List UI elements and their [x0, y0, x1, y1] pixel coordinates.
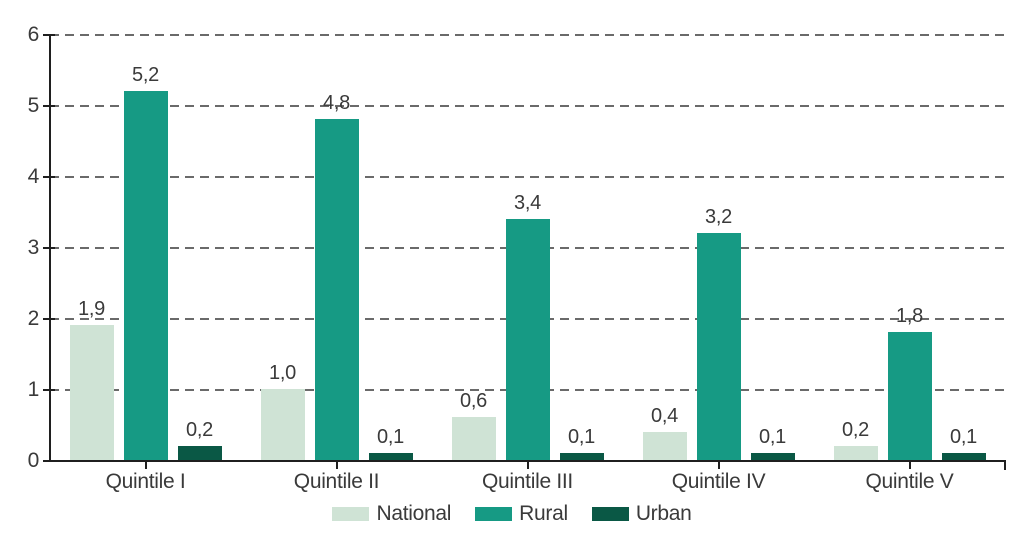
bar-value-label: 0,6 — [460, 390, 487, 412]
x-axis-tick — [335, 462, 338, 469]
gridline-y-4 — [50, 176, 1005, 178]
y-axis-tick-label: 4 — [27, 165, 40, 188]
x-axis-category-label: Quintile I — [105, 470, 186, 493]
x-axis-tick — [526, 462, 529, 469]
legend-item-rural: Rural — [475, 502, 568, 526]
bar-national-2 — [260, 389, 305, 460]
legend-label: Rural — [519, 502, 568, 525]
bar-rural-3 — [505, 219, 550, 460]
bar-value-label: 3,4 — [514, 192, 541, 214]
legend-item-urban: Urban — [591, 502, 692, 526]
bar-urban-5 — [941, 453, 986, 460]
bar-value-label: 1,9 — [78, 298, 105, 320]
y-axis-tick-label: 3 — [27, 236, 40, 259]
x-axis-category-label: Quintile V — [865, 470, 954, 493]
bar-urban-2 — [368, 453, 413, 460]
y-axis-tick — [43, 460, 55, 462]
gridline-y-6 — [50, 34, 1005, 36]
x-axis-line — [49, 460, 1006, 462]
bar-value-label: 1,0 — [269, 362, 296, 384]
x-axis-category-label: Quintile III — [482, 470, 573, 493]
bar-national-3 — [451, 417, 496, 460]
bar-rural-2 — [314, 119, 359, 460]
bar-urban-3 — [559, 453, 604, 460]
bar-rural-1 — [123, 91, 168, 460]
x-axis-tick — [908, 462, 911, 469]
bar-value-label: 5,2 — [132, 64, 159, 86]
bar-value-label: 1,8 — [896, 305, 923, 327]
bar-national-4 — [642, 432, 687, 460]
y-axis-tick — [43, 105, 55, 107]
y-axis-tick — [43, 389, 55, 391]
bar-urban-1 — [177, 446, 222, 460]
bar-value-label: 0,2 — [842, 419, 869, 441]
bar-value-label: 3,2 — [705, 206, 732, 228]
x-axis-tick — [144, 462, 147, 469]
bar-value-label: 0,1 — [377, 426, 404, 448]
gridline-y-5 — [50, 105, 1005, 107]
legend-swatch-rural — [475, 507, 513, 521]
legend-swatch-national — [332, 507, 370, 521]
bar-value-label: 0,4 — [651, 405, 678, 427]
bar-value-label: 0,2 — [186, 419, 213, 441]
x-axis-tick — [717, 462, 720, 469]
y-axis-tick — [43, 34, 55, 36]
chart-legend: National Rural Urban — [0, 502, 1024, 526]
y-axis-tick-label: 0 — [27, 449, 40, 472]
y-axis-tick-label: 1 — [27, 378, 40, 401]
bar-value-label: 4,8 — [323, 92, 350, 114]
bar-value-label: 0,1 — [568, 426, 595, 448]
bar-rural-5 — [887, 332, 932, 460]
y-axis-tick — [43, 176, 55, 178]
bar-value-label: 0,1 — [950, 426, 977, 448]
bar-rural-4 — [696, 233, 741, 460]
bar-national-5 — [833, 446, 878, 460]
legend-swatch-urban — [591, 507, 629, 521]
legend-item-national: National — [332, 502, 451, 526]
x-axis-category-label: Quintile II — [293, 470, 380, 493]
bar-urban-4 — [750, 453, 795, 460]
legend-label: Urban — [635, 502, 692, 525]
y-axis-tick — [43, 318, 55, 320]
y-axis-tick-label: 2 — [27, 307, 40, 330]
y-axis-tick-label: 5 — [27, 94, 40, 117]
x-axis-category-label: Quintile IV — [671, 470, 766, 493]
y-axis-tick-label: 6 — [27, 23, 40, 46]
y-axis-tick — [43, 247, 55, 249]
legend-label: National — [376, 502, 452, 525]
bar-value-label: 0,1 — [759, 426, 786, 448]
x-axis-end-tick — [1004, 460, 1006, 470]
bar-national-1 — [69, 325, 114, 460]
